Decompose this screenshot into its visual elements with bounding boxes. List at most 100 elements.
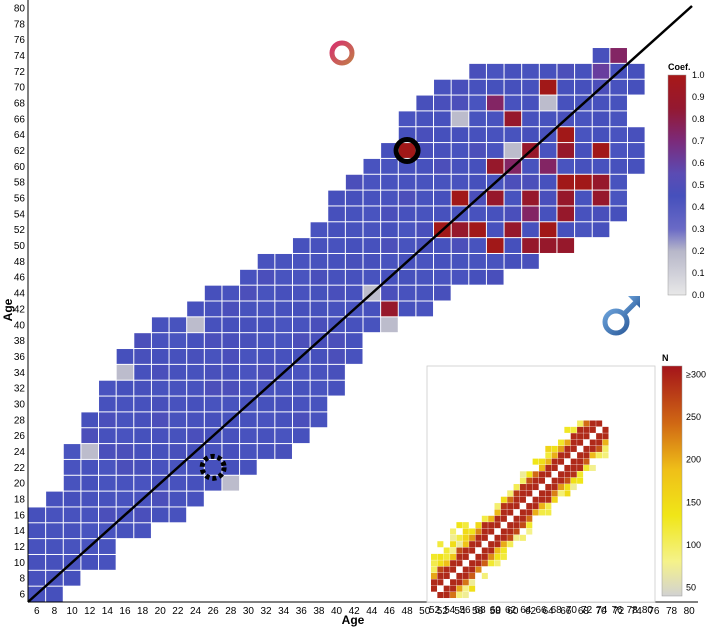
heatmap-cell	[416, 158, 434, 174]
y-tick-label: 74	[14, 51, 26, 62]
heatmap-cell	[240, 428, 257, 444]
heatmap-cell	[81, 412, 99, 428]
heatmap-cell	[539, 79, 557, 95]
inset-cell	[538, 471, 545, 478]
inset-cell	[437, 572, 444, 579]
heatmap-cell	[328, 222, 345, 238]
inset-cell	[462, 547, 469, 554]
heatmap-cell	[469, 79, 486, 95]
inset-cell	[456, 553, 463, 560]
heatmap-cell	[627, 143, 645, 158]
heatmap-cell	[63, 491, 81, 507]
heatmap-cell	[469, 127, 486, 143]
inset-cell	[513, 503, 520, 510]
heatmap-cell	[81, 523, 99, 539]
heatmap-cell	[557, 206, 575, 222]
x-tick-label: 74	[631, 606, 643, 617]
heatmap-cell	[345, 222, 363, 238]
heatmap-cell	[275, 444, 292, 459]
heatmap-cell	[486, 206, 504, 222]
inset-cell	[551, 458, 558, 465]
inset-cell	[431, 560, 438, 567]
coef-colorbar-tick: 1.0	[692, 70, 705, 80]
heatmap-cell	[310, 317, 328, 333]
heatmap-cell	[345, 285, 363, 301]
heatmap-cell	[610, 174, 627, 190]
heatmap-cell	[292, 333, 310, 349]
inset-cell	[431, 572, 438, 579]
heatmap-cell	[187, 491, 204, 507]
heatmap-cell	[575, 63, 592, 79]
inset-x-tick-label: 68	[551, 605, 563, 616]
heatmap-cell	[240, 412, 257, 428]
heatmap-cell	[81, 459, 99, 475]
heatmap-cell	[28, 570, 46, 586]
inset-cell	[469, 585, 476, 592]
heatmap-cell	[116, 364, 134, 380]
heatmap-cell	[99, 554, 116, 570]
heatmap-cell	[557, 190, 575, 206]
coef-colorbar-tick: 0.9	[692, 92, 705, 102]
inset-cell	[551, 452, 558, 459]
heatmap-cell	[46, 491, 63, 507]
inset-cell	[545, 484, 552, 491]
inset-cell	[431, 553, 438, 560]
inset-cell	[450, 560, 457, 567]
heatmap-cell	[240, 317, 257, 333]
inset-cell	[494, 541, 501, 548]
heatmap-cell	[381, 238, 398, 253]
inset-cell	[564, 484, 571, 491]
heatmap-cell	[116, 349, 134, 364]
inset-count-heatmap: 52 54 56 58 60 62 64 66 68 70 72 74 76 78 80 N 5010015…	[426, 353, 706, 616]
heatmap-cell	[257, 317, 275, 333]
heatmap-cell	[522, 95, 539, 111]
inset-cell	[437, 579, 444, 586]
heatmap-cell	[187, 301, 204, 317]
inset-cell	[494, 547, 501, 554]
inset-cell	[488, 522, 495, 529]
x-tick-label: 18	[137, 606, 149, 617]
heatmap-cell	[151, 349, 169, 364]
heatmap-cell	[345, 174, 363, 190]
heatmap-cell	[504, 95, 522, 111]
inset-cell	[564, 490, 571, 497]
x-tick-label: 38	[313, 606, 325, 617]
inset-cell	[526, 484, 533, 491]
n-colorbar-tick: 100	[686, 540, 701, 550]
heatmap-cell	[486, 158, 504, 174]
inset-cell	[564, 452, 571, 459]
inset-cell	[558, 439, 565, 446]
heatmap-cell	[539, 238, 557, 253]
heatmap-cell	[46, 554, 63, 570]
heatmap-cell	[416, 127, 434, 143]
inset-cell	[469, 579, 476, 586]
heatmap-cell	[81, 491, 99, 507]
inset-cell	[507, 541, 514, 548]
inset-x-tick-label: 76	[611, 605, 623, 616]
heatmap-cell	[381, 301, 398, 317]
x-tick-label: 62	[525, 606, 537, 617]
heatmap-cell	[557, 95, 575, 111]
y-tick-label: 8	[19, 574, 25, 585]
inset-cell	[450, 547, 457, 554]
heatmap-cell	[81, 507, 99, 523]
coef-colorbar-gradient	[667, 74, 687, 296]
inset-cell	[462, 528, 469, 535]
inset-cell	[545, 503, 552, 510]
heatmap-cell	[398, 111, 416, 127]
heatmap-cell	[398, 222, 416, 238]
heatmap-cell	[575, 222, 592, 238]
heatmap-cell	[99, 491, 116, 507]
x-tick-label: 30	[243, 606, 255, 617]
x-tick-label: 16	[119, 606, 131, 617]
heatmap-cell	[434, 285, 451, 301]
coef-colorbar-tick: 0.0	[692, 290, 705, 300]
heatmap-cell	[99, 412, 116, 428]
heatmap-cell	[151, 444, 169, 459]
y-tick-label: 64	[14, 130, 26, 141]
heatmap-cell	[310, 364, 328, 380]
heatmap-cell	[522, 174, 539, 190]
heatmap-cell	[240, 349, 257, 364]
y-tick-label: 66	[14, 114, 26, 125]
heatmap-cell	[486, 253, 504, 269]
